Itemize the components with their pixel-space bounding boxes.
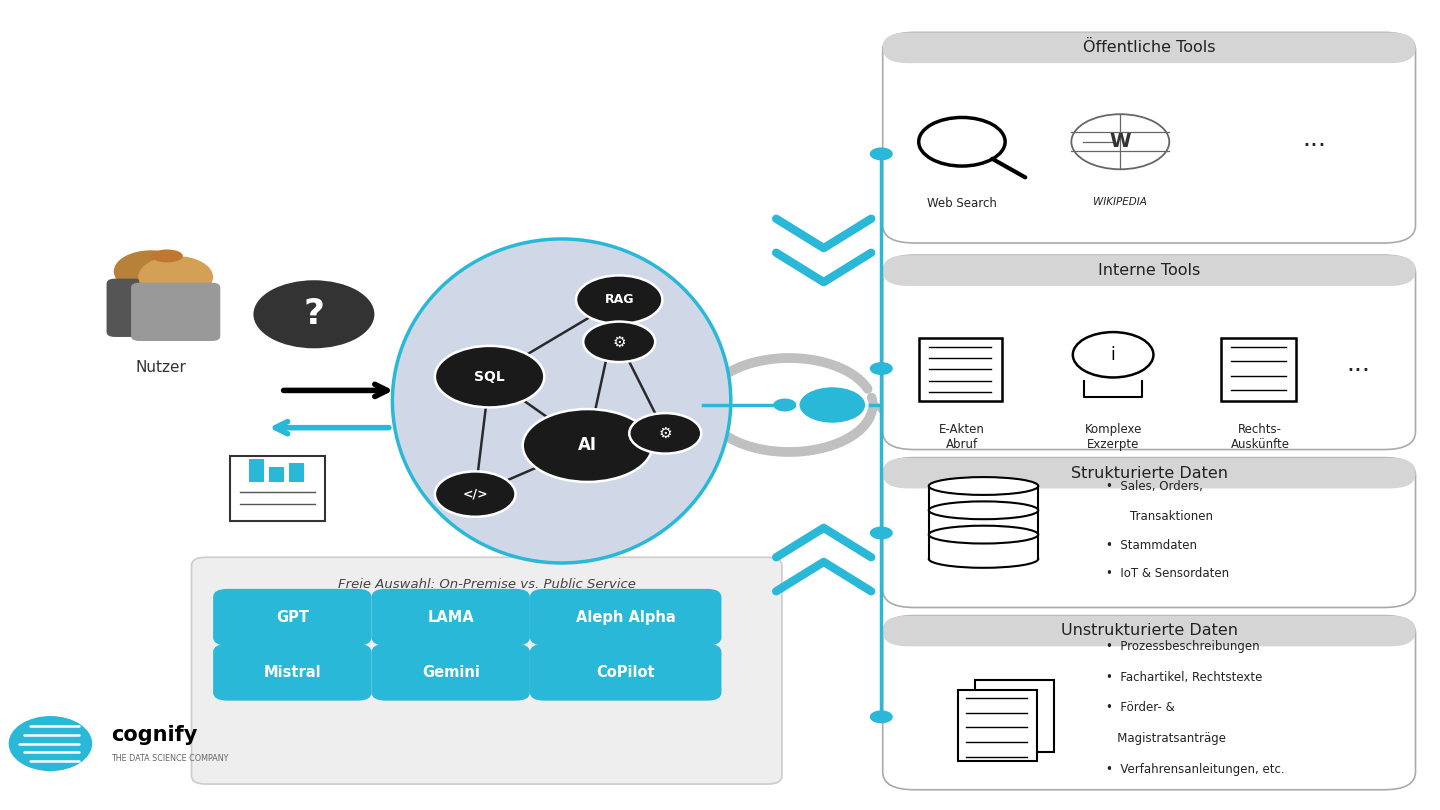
- Text: •  Prozessbeschreibungen: • Prozessbeschreibungen: [1106, 640, 1260, 653]
- FancyBboxPatch shape: [883, 32, 1416, 243]
- Ellipse shape: [929, 501, 1038, 519]
- Text: Gemini: Gemini: [422, 665, 480, 680]
- Circle shape: [629, 413, 701, 454]
- Text: i: i: [1110, 346, 1116, 364]
- Text: •  Fachartikel, Rechtstexte: • Fachartikel, Rechtstexte: [1106, 671, 1263, 684]
- Text: •  Verfahrensanleitungen, etc.: • Verfahrensanleitungen, etc.: [1106, 763, 1284, 776]
- FancyBboxPatch shape: [883, 616, 1416, 646]
- Text: Interne Tools: Interne Tools: [1097, 263, 1201, 278]
- FancyBboxPatch shape: [1221, 338, 1296, 401]
- Text: ⚙: ⚙: [658, 426, 672, 441]
- Text: Web Search: Web Search: [927, 197, 996, 210]
- Text: ...: ...: [1346, 352, 1369, 377]
- FancyBboxPatch shape: [883, 32, 1416, 63]
- Circle shape: [795, 399, 818, 411]
- Text: WIKIPEDIA: WIKIPEDIA: [1093, 197, 1148, 207]
- Ellipse shape: [392, 239, 730, 563]
- Text: Aleph Alpha: Aleph Alpha: [576, 610, 675, 625]
- FancyBboxPatch shape: [919, 338, 1002, 401]
- Circle shape: [253, 280, 374, 348]
- Text: Mistral: Mistral: [264, 665, 321, 680]
- Text: Öffentliche Tools: Öffentliche Tools: [1083, 40, 1215, 55]
- Text: •  Stammdaten: • Stammdaten: [1106, 539, 1197, 552]
- Bar: [929, 535, 1038, 559]
- Text: CoPilot: CoPilot: [596, 665, 655, 680]
- Text: Magistratsanträge: Magistratsanträge: [1106, 732, 1225, 745]
- Text: </>: </>: [462, 488, 488, 501]
- Text: GPT: GPT: [276, 610, 308, 625]
- Text: ⚙: ⚙: [612, 335, 626, 349]
- Circle shape: [870, 362, 893, 375]
- Circle shape: [870, 710, 893, 723]
- Text: Nutzer: Nutzer: [135, 360, 187, 376]
- Text: AI: AI: [577, 437, 598, 454]
- Ellipse shape: [929, 526, 1038, 544]
- Text: Komplexe
Exzerpte: Komplexe Exzerpte: [1084, 423, 1142, 451]
- FancyBboxPatch shape: [883, 255, 1416, 450]
- Circle shape: [138, 256, 213, 298]
- FancyBboxPatch shape: [975, 680, 1054, 752]
- FancyBboxPatch shape: [213, 644, 372, 701]
- Circle shape: [114, 250, 189, 292]
- Bar: [929, 486, 1038, 510]
- Text: RAG: RAG: [605, 293, 634, 306]
- Circle shape: [798, 386, 867, 424]
- FancyBboxPatch shape: [230, 456, 325, 521]
- FancyBboxPatch shape: [192, 557, 782, 784]
- Circle shape: [523, 409, 652, 482]
- FancyBboxPatch shape: [530, 589, 721, 646]
- Circle shape: [870, 147, 893, 160]
- Circle shape: [583, 322, 655, 362]
- Ellipse shape: [151, 249, 183, 262]
- Circle shape: [870, 526, 893, 539]
- FancyBboxPatch shape: [213, 589, 372, 646]
- Text: •  Sales, Orders,: • Sales, Orders,: [1106, 480, 1202, 492]
- FancyBboxPatch shape: [131, 283, 220, 341]
- Bar: [269, 467, 284, 482]
- Ellipse shape: [929, 550, 1038, 568]
- Text: •  IoT & Sensordaten: • IoT & Sensordaten: [1106, 567, 1230, 580]
- FancyBboxPatch shape: [107, 279, 196, 337]
- Text: Unstrukturierte Daten: Unstrukturierte Daten: [1061, 624, 1237, 638]
- Text: KI Team: KI Team: [531, 429, 592, 445]
- Text: ?: ?: [304, 297, 324, 331]
- Circle shape: [576, 275, 662, 324]
- Text: W: W: [1110, 132, 1130, 151]
- Text: •  Förder- &: • Förder- &: [1106, 701, 1175, 714]
- Text: THE DATA SCIENCE COMPANY: THE DATA SCIENCE COMPANY: [111, 753, 229, 763]
- Text: E-Akten
Abruf: E-Akten Abruf: [939, 423, 985, 451]
- FancyBboxPatch shape: [372, 589, 530, 646]
- Text: Rechts-
Auskünfte: Rechts- Auskünfte: [1231, 423, 1289, 451]
- Circle shape: [435, 346, 544, 407]
- Circle shape: [773, 399, 796, 411]
- Text: Freie Auswahl: On-Premise vs. Public Service: Freie Auswahl: On-Premise vs. Public Ser…: [338, 578, 635, 591]
- Bar: [249, 459, 264, 482]
- Text: cognify: cognify: [111, 726, 197, 745]
- FancyBboxPatch shape: [883, 255, 1416, 286]
- Text: SQL: SQL: [474, 369, 505, 384]
- FancyBboxPatch shape: [372, 644, 530, 701]
- Ellipse shape: [9, 716, 92, 771]
- Text: LAMA: LAMA: [428, 610, 474, 625]
- FancyBboxPatch shape: [883, 458, 1416, 488]
- Ellipse shape: [929, 477, 1038, 495]
- FancyBboxPatch shape: [883, 458, 1416, 608]
- Text: ...: ...: [1303, 127, 1326, 151]
- Text: Transaktionen: Transaktionen: [1130, 510, 1214, 523]
- FancyBboxPatch shape: [883, 616, 1416, 790]
- Bar: [929, 510, 1038, 535]
- FancyBboxPatch shape: [530, 644, 721, 701]
- Circle shape: [435, 471, 516, 517]
- FancyBboxPatch shape: [958, 690, 1037, 761]
- Bar: [289, 463, 304, 482]
- Text: Strukturierte Daten: Strukturierte Daten: [1070, 466, 1228, 480]
